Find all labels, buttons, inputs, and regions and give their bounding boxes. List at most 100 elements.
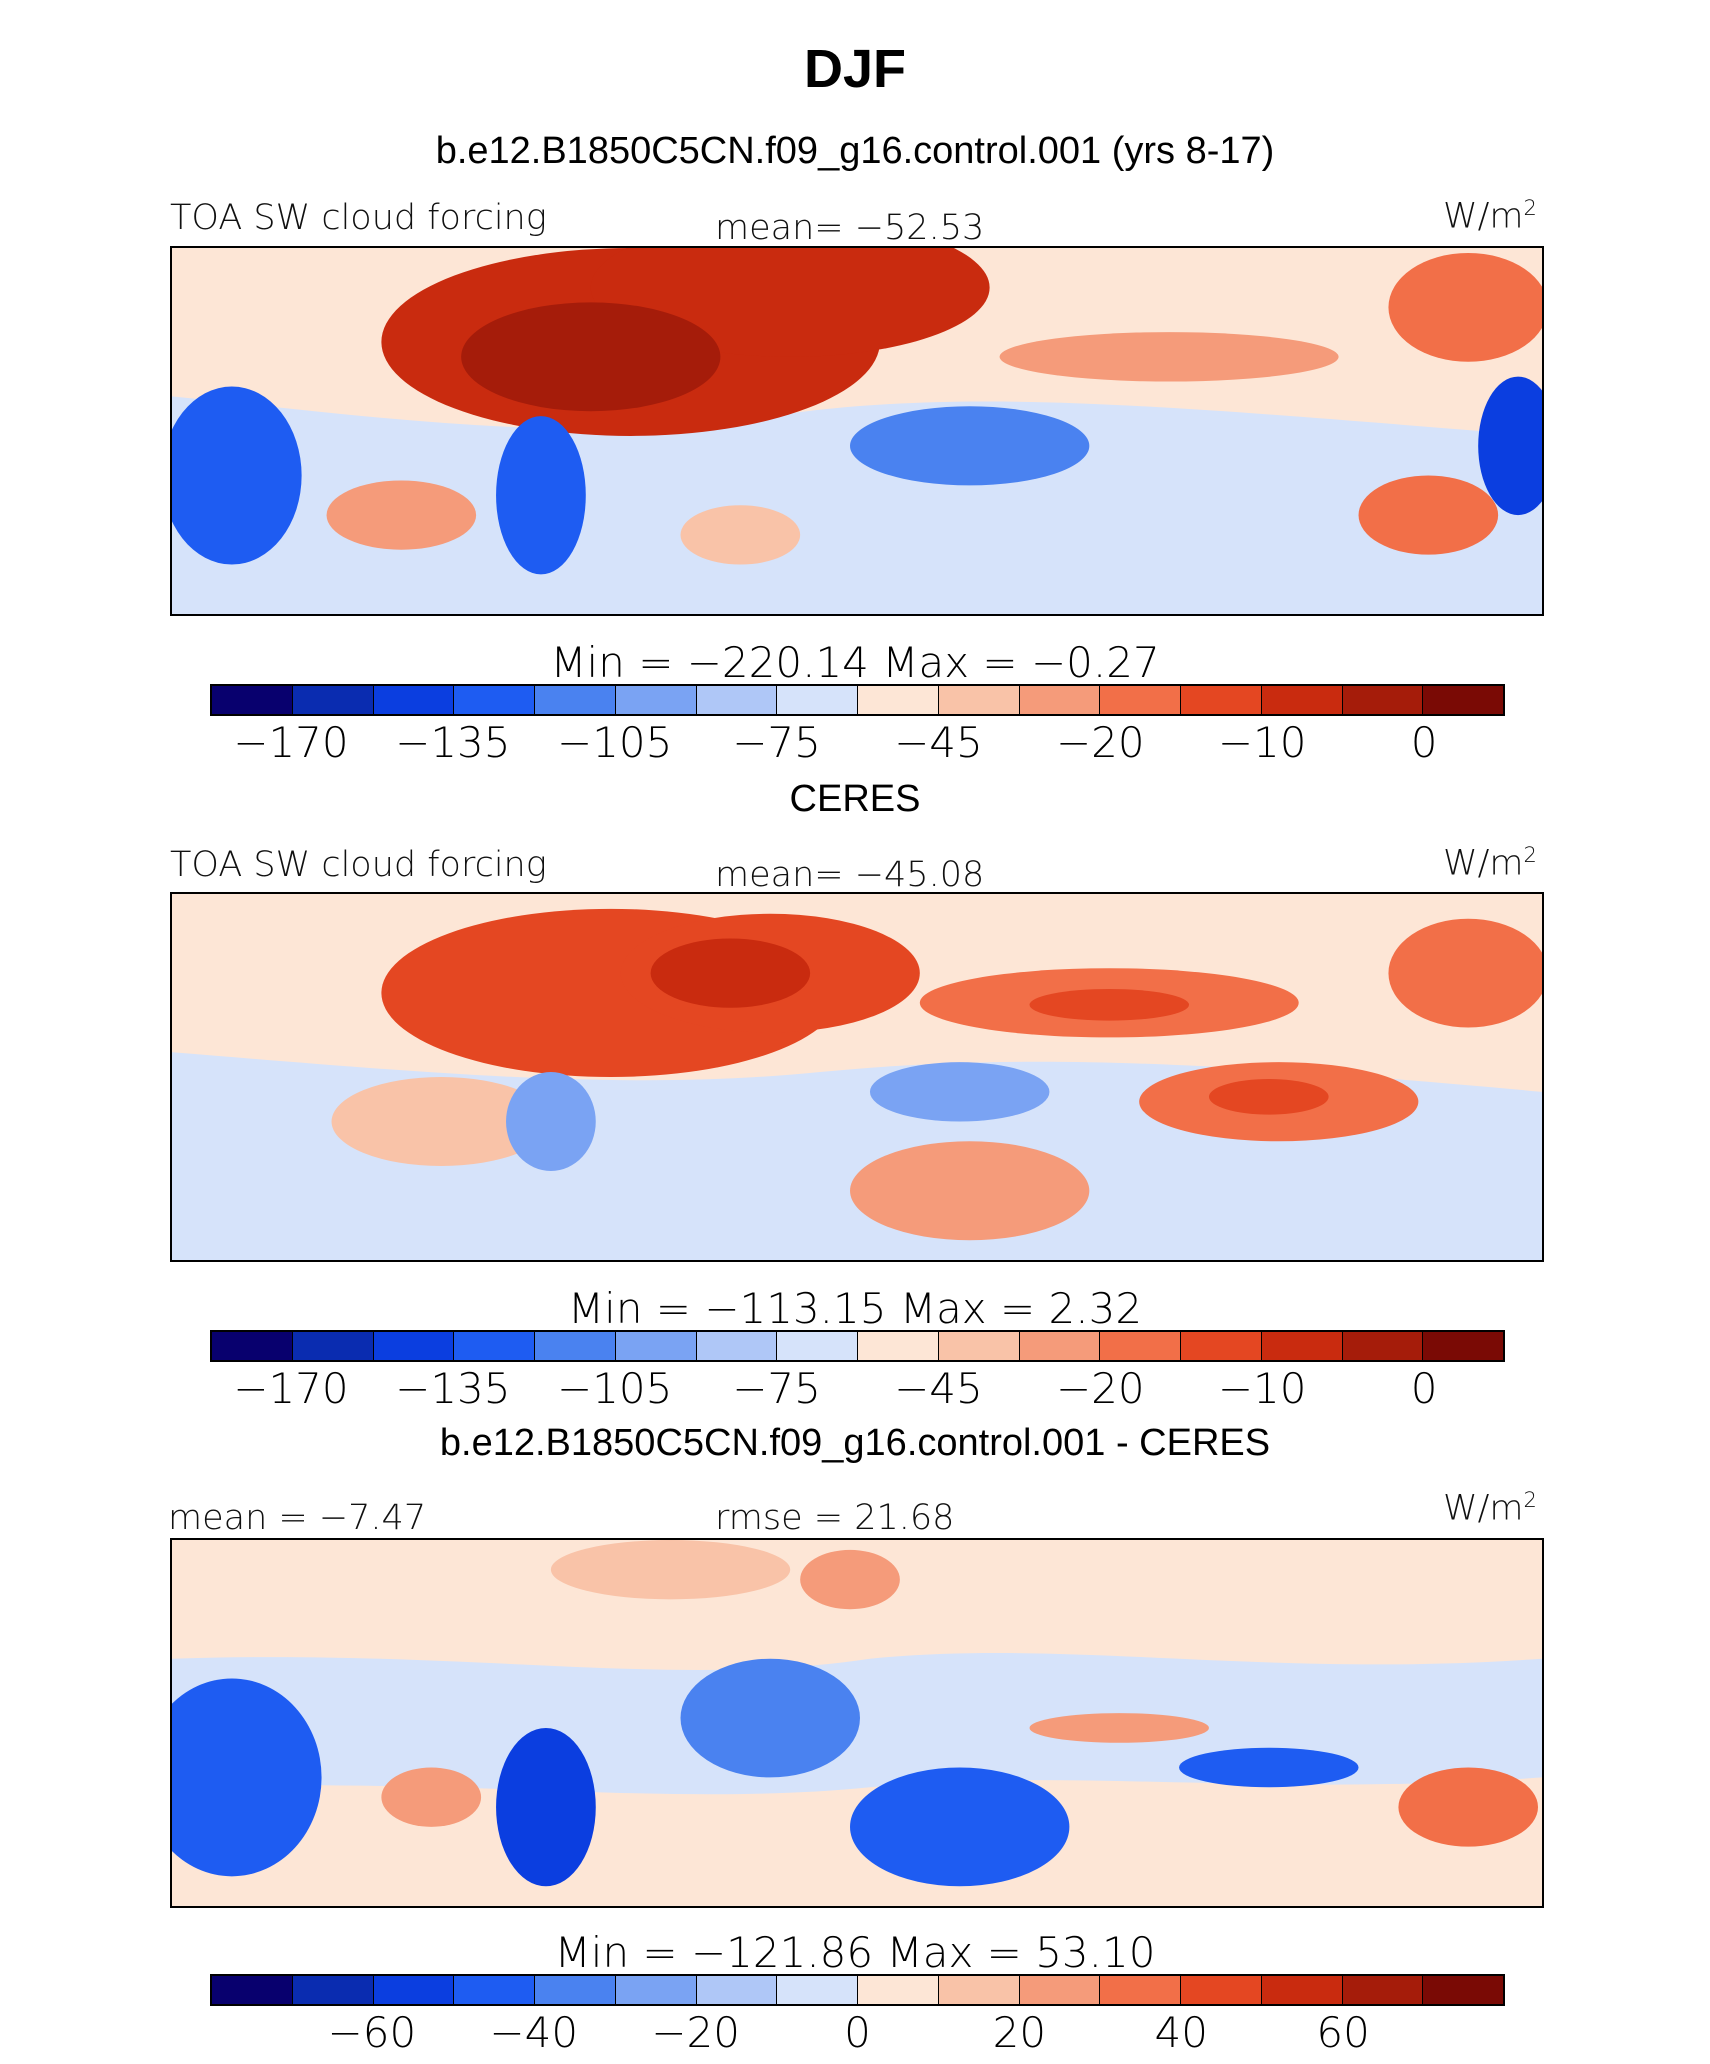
colorbar-tick-label: −170 — [233, 1364, 349, 1413]
colorbar-cell — [1261, 686, 1343, 714]
panel-3-spcz — [1029, 1713, 1209, 1743]
panel-1-minmax: Min = −220.14 Max = −0.27 — [550, 638, 1160, 687]
colorbar-tick-label: −40 — [489, 2008, 579, 2057]
colorbar-cell — [1019, 686, 1101, 714]
colorbar-cell — [1181, 1976, 1262, 2004]
colorbar-tick-label: 20 — [992, 2008, 1047, 2057]
panel-2-map-svg — [172, 894, 1542, 1260]
panel-2-colorbar — [210, 1330, 1505, 1362]
panel-1-sebpac — [1358, 475, 1499, 555]
panel-3-map — [170, 1538, 1544, 1908]
colorbar-cell — [535, 686, 616, 714]
colorbar-cell — [1181, 686, 1262, 714]
colorbar-cell — [212, 1332, 293, 1360]
panel-1-safrica — [496, 416, 586, 575]
panel-2-mexico — [1388, 918, 1542, 1028]
colorbar-tick-label: 0 — [1410, 1364, 1438, 1413]
panel-2-satl — [331, 1077, 551, 1167]
panel-3-mean-label: mean = −7.47 — [168, 1498, 427, 1538]
colorbar-cell — [615, 1332, 697, 1360]
panel-3-minmax: Min = −121.86 Max = 53.10 — [554, 1928, 1156, 1977]
panel-2-spcz-core — [1208, 1078, 1329, 1115]
colorbar-tick-label: −75 — [732, 1364, 821, 1413]
panel-1-npac-tongue — [999, 332, 1339, 382]
colorbar-cell — [938, 1976, 1020, 2004]
colorbar-tick-label: −20 — [1055, 1364, 1145, 1413]
colorbar-tick-label: −105 — [557, 1364, 673, 1413]
colorbar-cell — [373, 1976, 455, 2004]
panel-3-rmse-label: rmse = 21.68 — [715, 1498, 955, 1538]
panel-3-safrica — [496, 1727, 596, 1887]
colorbar-cell — [1342, 1976, 1424, 2004]
panel-3-sebpac — [1398, 1767, 1539, 1847]
panel-1-maritime — [850, 406, 1090, 486]
colorbar-cell — [1261, 1976, 1343, 2004]
colorbar-cell — [1019, 1976, 1101, 2004]
colorbar-cell — [535, 1976, 616, 2004]
colorbar-cell — [292, 686, 374, 714]
colorbar-cell — [292, 1332, 374, 1360]
colorbar-cell — [1019, 1332, 1101, 1360]
colorbar-cell — [1181, 1332, 1262, 1360]
panel-3-amazon — [172, 1678, 322, 1877]
colorbar-cell — [696, 1332, 778, 1360]
colorbar-tick-label: −20 — [651, 2008, 740, 2057]
colorbar-cell — [1342, 1332, 1424, 1360]
panel-1-satl — [326, 480, 477, 550]
panel-1-units-label: W/m2 — [1443, 196, 1537, 237]
panel-3-satl — [381, 1767, 482, 1827]
colorbar-cell — [1423, 1332, 1503, 1360]
colorbar-cell — [1100, 686, 1181, 714]
colorbar-tick-label: −170 — [233, 718, 349, 767]
panel-3-units-label: W/m2 — [1443, 1488, 1537, 1529]
panel-2-mean-label: mean= −45.08 — [715, 855, 985, 895]
panel-2-map — [170, 892, 1544, 1262]
panel-1-peru — [1478, 376, 1542, 516]
panel-3-io — [680, 1658, 860, 1778]
panel-1-mean-label: mean= −52.53 — [715, 208, 985, 248]
colorbar-tick-label: −45 — [894, 1364, 983, 1413]
colorbar-tick-label: 40 — [1154, 2008, 1208, 2057]
panel-3-china — [800, 1549, 900, 1610]
colorbar-cell — [535, 1332, 616, 1360]
panel-1-sahara-core — [461, 302, 721, 412]
panel-3-colorbar — [210, 1974, 1505, 2006]
colorbar-cell — [1423, 686, 1503, 714]
panel-2-left-label: TOA SW cloud forcing — [170, 845, 547, 885]
colorbar-cell — [858, 1976, 939, 2004]
colorbar-cell — [858, 1332, 939, 1360]
panel-2-npac-core — [1029, 988, 1190, 1021]
colorbar-cell — [777, 686, 858, 714]
panel-2-subtitle: CERES — [789, 778, 921, 820]
colorbar-cell — [373, 686, 455, 714]
panel-3-subtitle: b.e12.B1850C5CN.f09_g16.control.001 - CE… — [439, 1422, 1271, 1464]
colorbar-cell — [1261, 1332, 1343, 1360]
panel-2-safrica — [506, 1072, 596, 1171]
colorbar-tick-label: 0 — [1410, 718, 1438, 767]
colorbar-tick-label: −60 — [327, 2008, 417, 2057]
colorbar-cell — [938, 1332, 1020, 1360]
colorbar-cell — [1100, 1332, 1181, 1360]
colorbar-tick-label: 60 — [1316, 2008, 1370, 2057]
panel-2-maritime — [869, 1062, 1050, 1122]
colorbar-cell — [454, 1332, 535, 1360]
colorbar-cell — [696, 686, 778, 714]
colorbar-cell — [454, 1976, 535, 2004]
colorbar-cell — [1342, 686, 1424, 714]
page-title: DJF — [803, 39, 906, 99]
colorbar-cell — [938, 686, 1020, 714]
panel-1-map — [170, 246, 1544, 616]
colorbar-tick-label: −75 — [732, 718, 821, 767]
colorbar-cell — [858, 686, 939, 714]
colorbar-cell — [777, 1332, 858, 1360]
colorbar-cell — [696, 1976, 778, 2004]
colorbar-cell — [1100, 1976, 1181, 2004]
panel-1-sio — [680, 505, 801, 565]
panel-3-australia — [850, 1767, 1070, 1887]
colorbar-tick-label: −105 — [557, 718, 673, 767]
panel-3-epac — [1179, 1747, 1359, 1788]
colorbar-cell — [1423, 1976, 1503, 2004]
colorbar-cell — [292, 1976, 374, 2004]
panel-1-amazon — [172, 386, 302, 565]
panel-1-colorbar — [210, 684, 1505, 716]
